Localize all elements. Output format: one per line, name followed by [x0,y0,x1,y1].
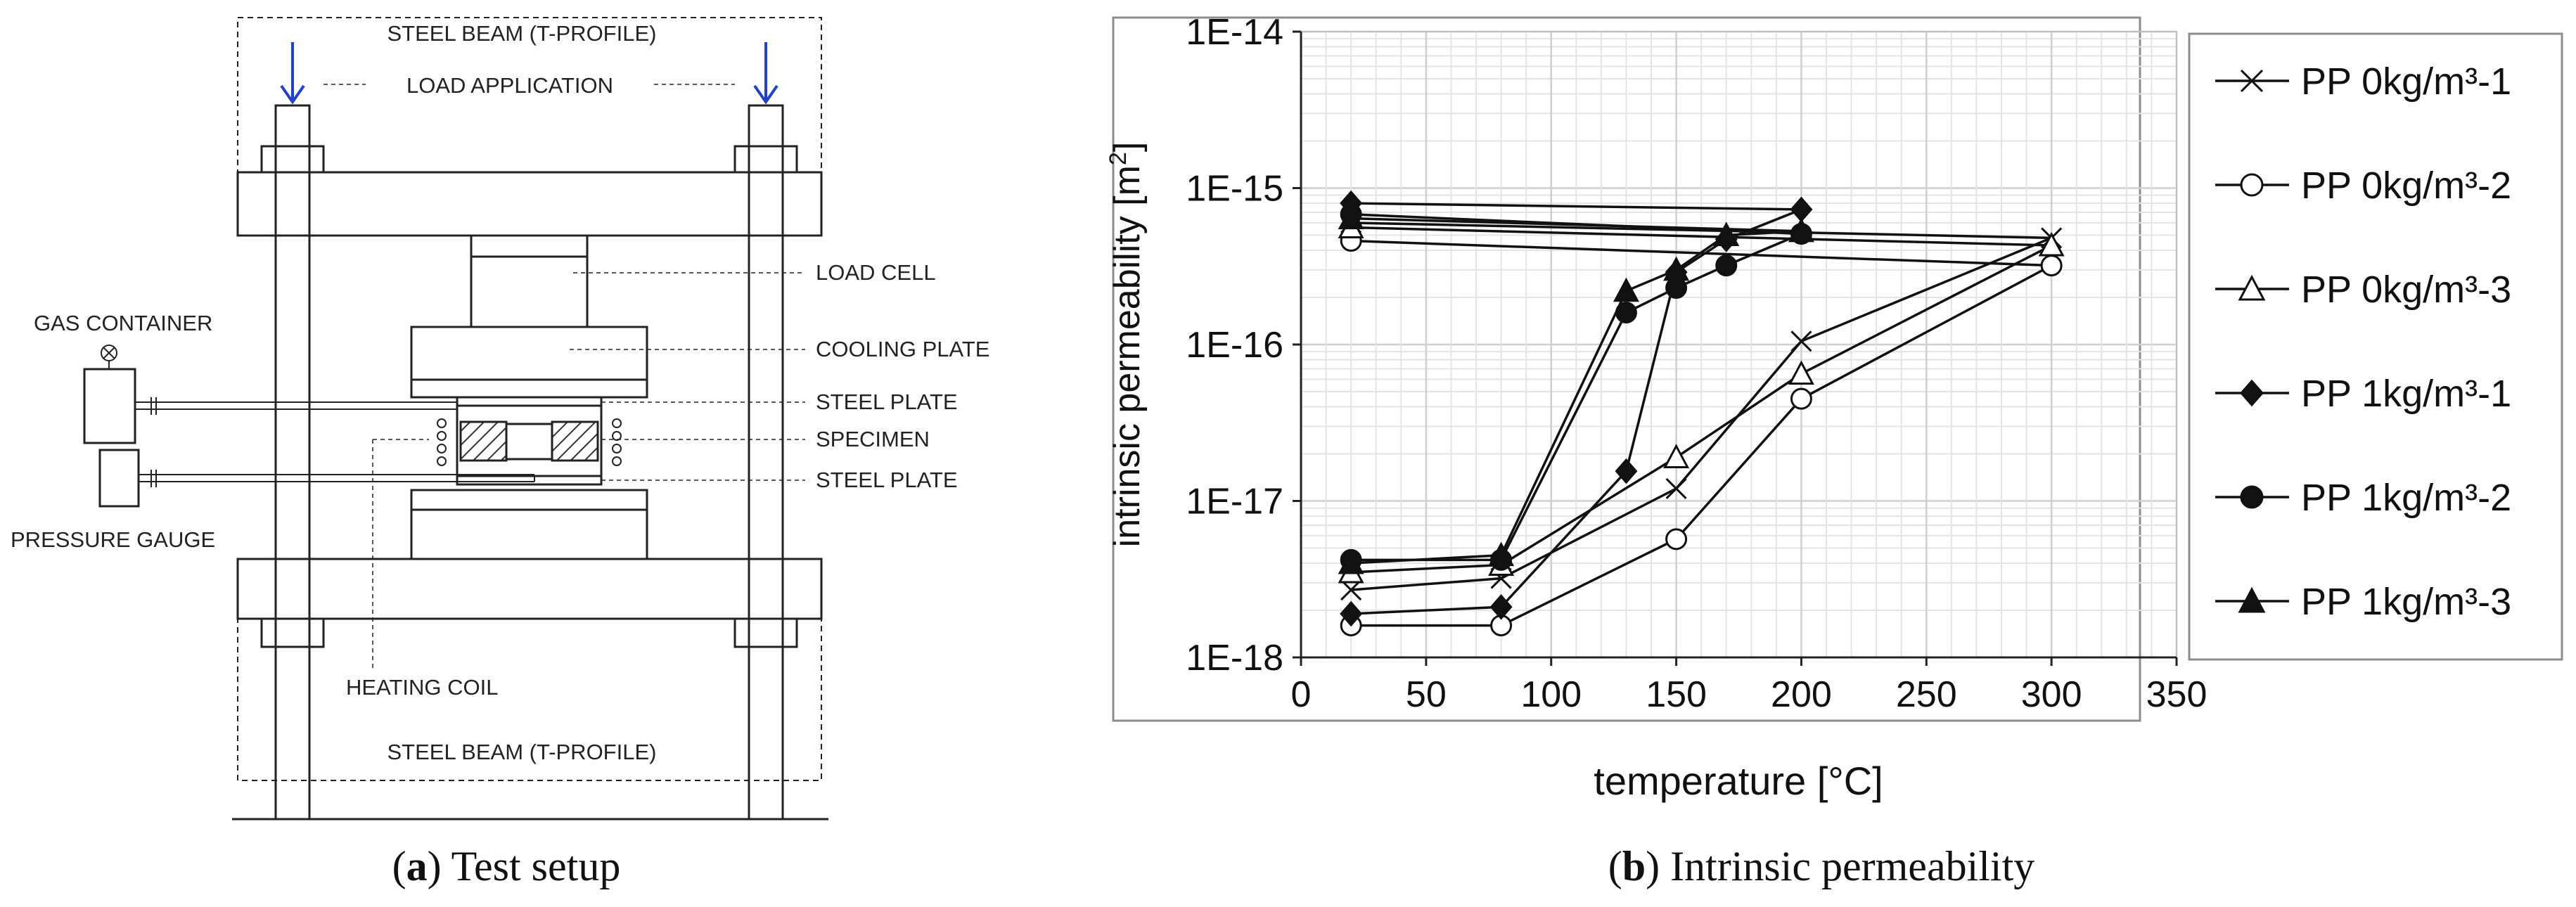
rod-right [748,104,784,174]
x-tick-label: 300 [2021,674,2082,715]
x-tick-label: 150 [1646,674,1707,715]
marker-circle-open [1665,528,1688,551]
legend-item: PP 1kg/m³-3 [2215,581,2511,623]
heating-coil [437,418,622,466]
chart-tick-labels: 0 50 100 150 200 250 300 350 1E-18 1E-17 1E-16 1E-1… [1186,12,2207,715]
y-tick-label: 1E-15 [1186,169,1283,210]
marker-triangle-open [1663,444,1690,468]
series-line [1351,239,2056,627]
legend-item: PP 0kg/m³-3 [2215,269,2511,311]
load-cell [470,234,589,328]
caption-a: (a) Test setup [392,843,621,889]
legend-item: PP 0kg/m³-1 [2215,60,2511,103]
marker-circle [1665,277,1688,300]
marker-circle-open [2040,255,2063,277]
series-6 [1338,205,1814,574]
legend-item: PP 1kg/m³-1 [2215,373,2511,415]
chart-axes [1293,30,2178,666]
legend-item: PP 1kg/m³-2 [2215,477,2511,519]
caption-b-letter: b [1622,843,1646,889]
rod-left [274,104,311,174]
chart-series [1338,190,2065,637]
marker-triangle [1713,221,1740,246]
marker-x [1340,579,1362,601]
cooling-plate-bottom [410,489,648,560]
marker-diamond [2239,379,2264,407]
x-tick-label: 250 [1896,674,1957,715]
y-axis-label-close: ] [1107,142,1148,152]
label-gas-container: GAS CONTAINER [34,311,212,335]
legend-label: PP 1kg/m³-2 [2301,477,2511,519]
steel-beam-top-outline [237,17,822,173]
y-axis-label: intrinsic permeability [m2] [1105,142,1148,548]
x-tick-label: 0 [1291,674,1312,715]
series-line [1351,226,2052,574]
y-tick-label: 1E-17 [1186,482,1283,522]
gas-container [83,368,136,444]
marker-triangle [1788,217,1814,243]
legend-label: PP 0kg/m³-3 [2301,269,2511,311]
label-cooling-plate: COOLING PLATE [816,337,990,361]
label-steel-plate-top: STEEL PLATE [816,390,958,414]
caption-b-title: Intrinsic permeability [1670,843,2034,889]
label-pressure-gauge: PRESSURE GAUGE [11,527,215,552]
legend-box [2188,32,2563,661]
marker-triangle [1338,205,1364,230]
x-tick-label: 350 [2146,674,2207,715]
x-axis-label: temperature [°C] [1594,759,1883,803]
marker-x [2240,69,2264,93]
marker-triangle [1488,541,1515,567]
marker-circle [1715,255,1738,277]
marker-triangle [1338,549,1364,574]
legend-label: PP 1kg/m³-1 [2301,373,2511,415]
legend: PP 0kg/m³-1 PP 0kg/m³-2 PP 0kg/m³-3 PP 1kg/… [2215,60,2511,623]
legend-label: PP 0kg/m³-2 [2301,165,2511,207]
caption-a-title: Test setup [451,843,621,889]
marker-circle-open [1790,387,1812,410]
label-steel-beam-top: STEEL BEAM (T-PROFILE) [387,21,657,46]
x-tick-label: 50 [1406,674,1447,715]
label-load-cell: LOAD CELL [816,260,936,285]
marker-triangle-open [2238,274,2266,301]
test-setup-diagram [83,17,828,821]
x-tick-label: 200 [1771,674,1832,715]
legend-label: PP 0kg/m³-1 [2301,60,2511,103]
y-tick-label: 1E-14 [1186,12,1283,53]
caption-a-letter: a [406,843,428,889]
marker-diamond [1340,600,1363,627]
cooling-plate-top [410,326,648,399]
series-3 [1338,214,2065,584]
marker-diamond [1615,458,1638,484]
marker-triangle [2238,586,2266,613]
marker-diamond [1489,594,1513,620]
y-axis-label-sup: 2 [1105,152,1132,165]
marker-triangle-open [2038,231,2065,257]
label-steel-beam-bottom: STEEL BEAM (T-PROFILE) [387,740,657,764]
label-load-application: LOAD APPLICATION [406,73,613,98]
chart-grid [1300,30,2178,659]
steel-beam-bottom-outline [237,618,822,781]
y-axis-label-main: intrinsic permeability [m [1107,165,1148,547]
load-arrow-icon [280,42,778,105]
marker-x [1665,477,1687,499]
bottom-cross-beam [236,558,823,620]
y-tick-label: 1E-16 [1186,325,1283,366]
y-tick-label: 1E-18 [1186,638,1283,678]
x-tick-label: 100 [1520,674,1582,715]
marker-x [1790,330,1812,352]
top-cross-beam [236,171,823,237]
pressure-gauge [98,449,140,508]
marker-triangle-open [1788,360,1814,385]
label-specimen: SPECIMEN [816,427,930,451]
label-steel-plate-bottom: STEEL PLATE [816,468,958,492]
marker-circle [2240,485,2264,509]
marker-circle-open [2240,173,2264,197]
marker-diamond [1790,196,1813,223]
label-heating-coil: HEATING COIL [346,675,498,700]
marker-triangle [1663,256,1690,281]
legend-item: PP 0kg/m³-2 [2215,165,2511,207]
caption-b: (b) Intrinsic permeability [1608,843,2035,889]
legend-label: PP 1kg/m³-3 [2301,581,2511,623]
marker-triangle [1613,277,1639,302]
